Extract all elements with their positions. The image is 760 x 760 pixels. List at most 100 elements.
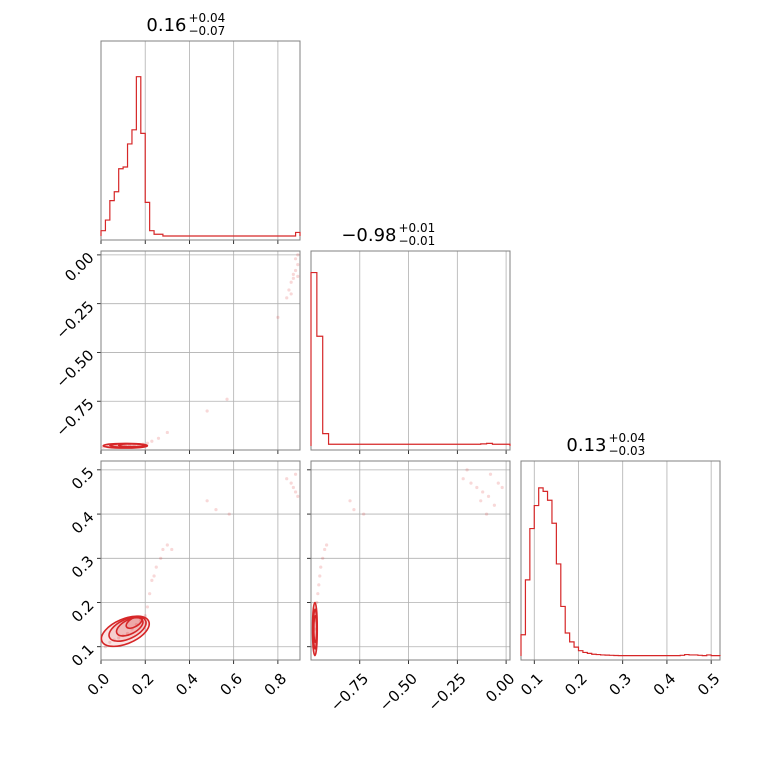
scatter-point	[145, 441, 150, 445]
y-tick-label: −0.25	[52, 297, 97, 342]
scatter-point	[289, 280, 293, 284]
histogram-step-line	[100, 76, 301, 237]
scatter-point	[161, 547, 165, 552]
scatter-point	[362, 512, 366, 516]
y-tick-label: 0.3	[68, 552, 98, 582]
y-tick-label: 0.1	[68, 641, 98, 671]
scatter-point	[293, 472, 298, 476]
scatter-point	[289, 292, 293, 296]
scatter-point	[227, 512, 231, 516]
scatter-frame-0-2	[100, 460, 301, 661]
histogram-frame-2	[520, 460, 721, 661]
scatter-point	[205, 499, 209, 503]
scatter-point	[296, 263, 300, 267]
x-tick-label: −0.75	[327, 670, 372, 715]
scatter-point	[145, 605, 150, 609]
scatter-point	[318, 574, 322, 578]
panel-0-0: 0.16 +0.04−0.07	[100, 11, 301, 244]
scatter-point	[352, 508, 356, 512]
x-tick-label: 0.4	[172, 670, 202, 700]
scatter-point	[317, 583, 321, 587]
scatter-point	[276, 315, 280, 319]
param-title-minus: −0.03	[609, 444, 646, 458]
scatter-point	[291, 485, 295, 490]
scatter-point	[165, 430, 169, 435]
scatter-point	[108, 640, 112, 644]
scatter-point	[148, 592, 152, 596]
param-title-plus: +0.04	[189, 11, 226, 25]
x-tick-label: 0.3	[605, 670, 635, 700]
scatter-point	[214, 508, 218, 512]
panel-2-1: −0.75 −0.50 −0.25 0.00	[307, 460, 518, 715]
scatter-point	[170, 547, 174, 552]
scatter-point	[496, 481, 500, 485]
param-title-minus: −0.07	[189, 24, 226, 38]
param-title-value: −0.98	[341, 225, 396, 246]
param-title-value: 0.16	[146, 15, 186, 36]
scatter-point	[500, 485, 504, 490]
histogram-step-line	[310, 271, 511, 446]
panel-1-0: −0.75−0.50−0.25 0.00	[52, 249, 301, 454]
scatter-point	[319, 565, 323, 569]
x-tick-label: 0.8	[261, 670, 291, 700]
x-tick-label: −0.50	[376, 670, 421, 715]
panel-2-2: 0.1 0.2 0.3 0.4 0.5 0.13 +0.04−0.03	[517, 431, 723, 699]
scatter-point	[296, 494, 300, 498]
scatter-frame-0-1	[100, 250, 301, 451]
scatter-point	[285, 296, 289, 300]
scatter-frame-1-2	[310, 460, 511, 661]
scatter-point	[293, 268, 298, 273]
scatter-point	[469, 481, 473, 485]
x-tick-label: 0.1	[517, 670, 547, 700]
histogram-step-line	[520, 487, 721, 657]
scatter-point	[117, 636, 121, 640]
scatter-point	[293, 490, 298, 494]
scatter-point	[479, 499, 483, 503]
x-tick-label: −0.25	[424, 670, 469, 715]
x-tick-label: 0.00	[482, 670, 518, 706]
scatter-point	[287, 288, 291, 292]
x-tick-label: 0.2	[128, 670, 158, 700]
scatter-point	[321, 556, 325, 560]
scatter-point	[156, 436, 161, 440]
scatter-point	[481, 490, 485, 494]
y-tick-label: 0.00	[61, 249, 97, 285]
scatter-point	[165, 543, 169, 547]
scatter-point	[205, 409, 209, 413]
scatter-point	[296, 274, 300, 278]
x-tick-label: 0.0	[84, 670, 114, 700]
contour-level	[100, 615, 151, 648]
contour-level	[125, 615, 143, 630]
scatter-point	[475, 485, 479, 490]
density-contours	[100, 615, 151, 648]
scatter-point	[285, 477, 289, 481]
x-tick-label: 0.5	[694, 670, 724, 700]
scatter-point	[323, 547, 327, 552]
density-contours	[102, 442, 149, 449]
scatter-point	[291, 276, 295, 280]
scatter-point	[488, 472, 493, 476]
scatter-point	[348, 499, 352, 503]
scatter-point	[465, 468, 469, 472]
param-title-minus: −0.01	[399, 234, 436, 248]
x-tick-label: 0.2	[561, 670, 591, 700]
scatter-point	[296, 253, 300, 257]
scatter-point	[154, 565, 158, 569]
contour-level	[312, 614, 318, 644]
histogram-frame-0	[100, 40, 301, 241]
scatter-point	[492, 503, 496, 507]
scatter-point	[293, 257, 298, 261]
param-title-plus: +0.04	[609, 431, 646, 445]
scatter-point	[152, 574, 156, 578]
scatter-point	[316, 592, 320, 596]
scatter-point	[159, 556, 163, 560]
contour-level	[117, 443, 147, 448]
scatter-point	[225, 397, 229, 401]
panel-1-1: −0.98 +0.01−0.01	[310, 221, 511, 454]
y-tick-label: 0.2	[68, 596, 98, 626]
y-tick-label: −0.75	[52, 395, 97, 440]
density-contours	[311, 601, 319, 657]
y-tick-label: 0.5	[68, 464, 98, 494]
y-tick-label: 0.4	[68, 508, 98, 538]
scatter-point	[150, 578, 154, 583]
